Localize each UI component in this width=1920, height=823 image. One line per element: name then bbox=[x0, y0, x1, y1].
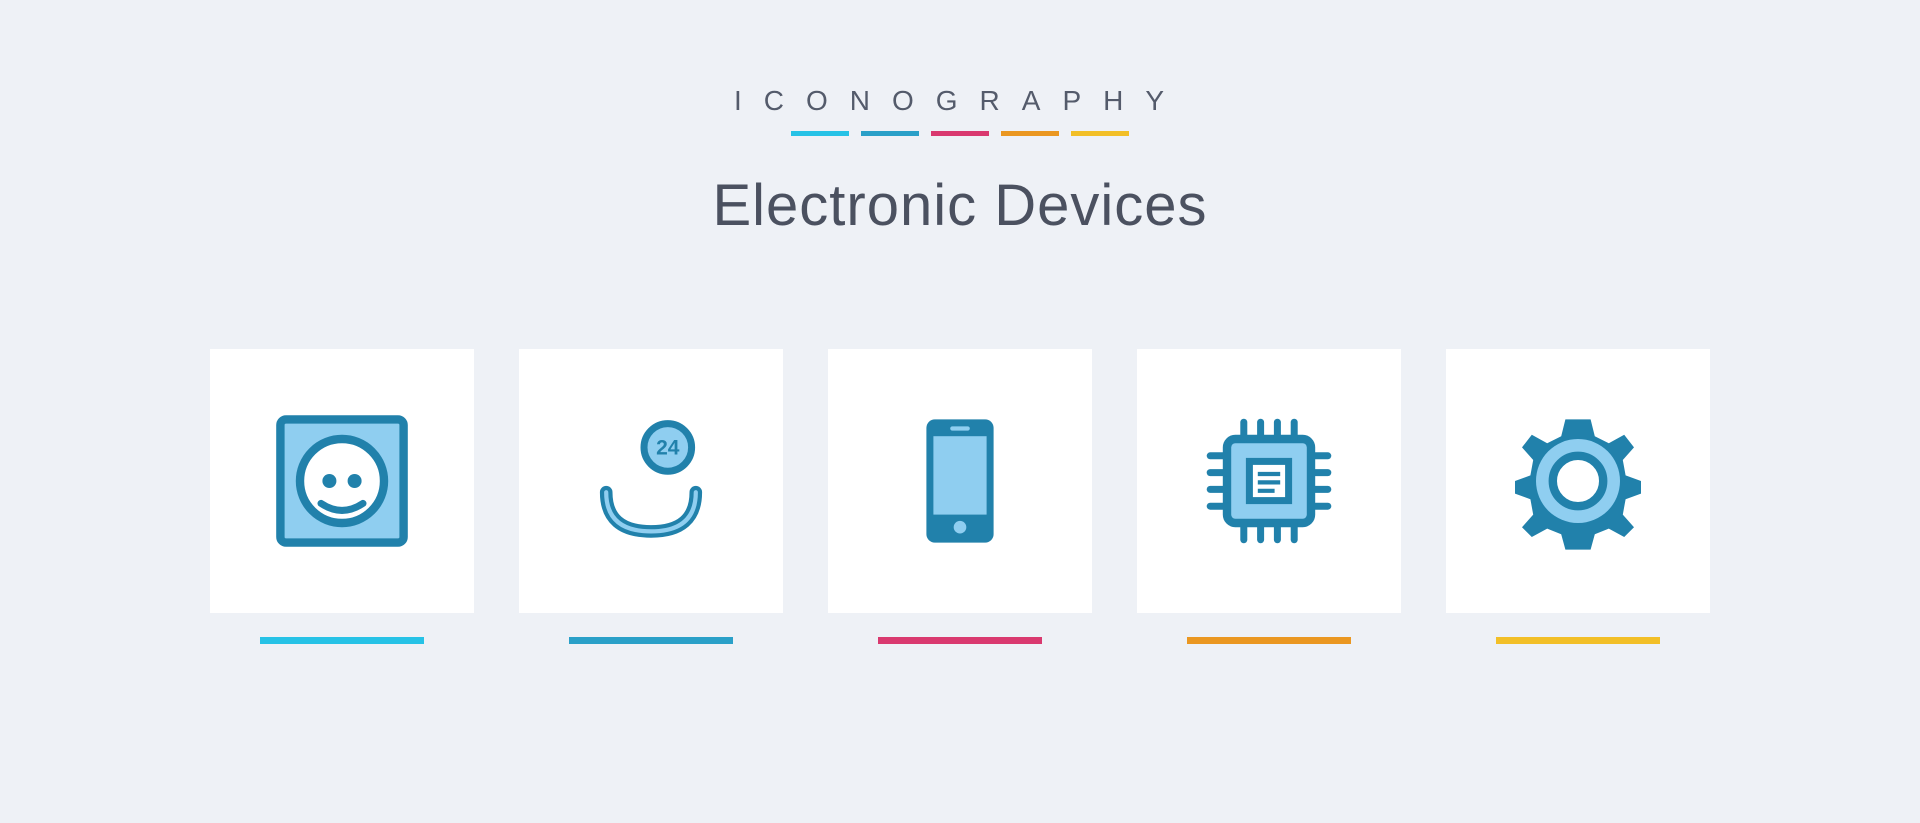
underline-seg bbox=[1071, 131, 1129, 136]
card-bar bbox=[1496, 637, 1660, 644]
card-bar bbox=[1187, 637, 1351, 644]
gear-icon bbox=[1508, 411, 1648, 551]
card-mobile bbox=[828, 349, 1092, 644]
card-socket bbox=[210, 349, 474, 644]
card-bar bbox=[878, 637, 1042, 644]
card-box bbox=[210, 349, 474, 613]
card-box bbox=[1137, 349, 1401, 613]
card-box bbox=[828, 349, 1092, 613]
cpu-icon bbox=[1199, 411, 1339, 551]
card-bar bbox=[260, 637, 424, 644]
brand-underline bbox=[712, 131, 1207, 136]
phone24-badge-text: 24 bbox=[656, 436, 680, 459]
phone24-icon: 24 bbox=[581, 411, 721, 551]
card-box bbox=[1446, 349, 1710, 613]
socket-icon bbox=[272, 411, 412, 551]
header: ICONOGRAPHY Electronic Devices bbox=[712, 85, 1207, 239]
page-title: Electronic Devices bbox=[712, 172, 1207, 239]
card-phone24: 24 bbox=[519, 349, 783, 644]
card-cpu bbox=[1137, 349, 1401, 644]
mobile-icon bbox=[890, 411, 1030, 551]
icon-cards: 24 bbox=[210, 349, 1710, 644]
card-bar bbox=[569, 637, 733, 644]
underline-seg bbox=[861, 131, 919, 136]
underline-seg bbox=[791, 131, 849, 136]
card-gear bbox=[1446, 349, 1710, 644]
underline-seg bbox=[1001, 131, 1059, 136]
underline-seg bbox=[931, 131, 989, 136]
card-box: 24 bbox=[519, 349, 783, 613]
brand-label: ICONOGRAPHY bbox=[712, 85, 1207, 117]
